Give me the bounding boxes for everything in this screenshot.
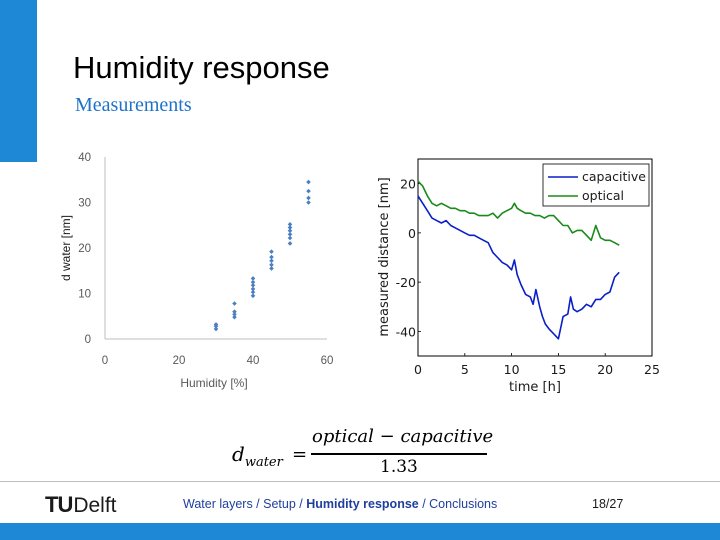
line-legend: capacitive optical <box>542 163 650 207</box>
scatter-y-label: d water [nm] <box>59 215 73 281</box>
breadcrumb-after: / Conclusions <box>418 497 498 511</box>
scatter-x-tick: 0 <box>102 355 108 367</box>
scatter-point <box>250 279 256 285</box>
footer-breadcrumb: Water layers / Setup / Humidity response… <box>183 497 497 511</box>
scatter-chart: 0 20 40 60 0 10 20 30 40 Humidity [%] d water [n… <box>59 152 333 390</box>
scatter-point <box>287 228 293 234</box>
legend-label-capacitive: capacitive <box>582 169 646 184</box>
line-x-tick: 5 <box>461 362 469 377</box>
tudelft-logo: TU Delft <box>45 490 117 518</box>
scatter-point <box>232 309 237 314</box>
scatter-y-tick: 30 <box>78 198 91 210</box>
line-x-tick: 0 <box>414 362 422 377</box>
scatter-point <box>269 262 274 268</box>
formula-equals: = <box>292 444 308 465</box>
scatter-y-tick: 0 <box>85 334 91 346</box>
scatter-point <box>232 314 237 320</box>
legend-label-optical: optical <box>582 188 624 203</box>
formula-fraction-bar <box>311 453 487 455</box>
line-tick-labels: 0 5 10 15 20 25 -40 -20 0 20 <box>396 177 660 377</box>
scatter-point <box>232 301 237 306</box>
formula-denominator: 1.33 <box>380 457 418 477</box>
scatter-point <box>306 195 311 201</box>
scatter-point <box>306 188 311 194</box>
scatter-x-label: Humidity [%] <box>180 376 247 390</box>
page-number: 18/27 <box>592 497 624 511</box>
formula-lhs-sub: water <box>244 455 283 470</box>
line-x-tick: 15 <box>550 362 566 377</box>
slide-title: Humidity response <box>73 50 330 85</box>
scatter-point <box>232 312 237 317</box>
breadcrumb-current: Humidity response <box>306 497 419 511</box>
line-chart: 0 5 10 15 20 25 -40 -20 0 20 time [h] measured di… <box>377 158 660 395</box>
scatter-point <box>250 293 256 299</box>
line-x-label: time [h] <box>509 380 561 395</box>
formula-numerator: optical − capacitive <box>312 426 494 447</box>
line-x-tick: 25 <box>644 362 660 377</box>
scatter-y-tick: 20 <box>78 243 91 255</box>
line-x-tick: 20 <box>597 362 613 377</box>
line-y-tick: 0 <box>408 226 416 241</box>
line-y-label: measured distance [nm] <box>377 177 392 336</box>
scatter-y-tick: 10 <box>78 289 91 301</box>
scatter-point <box>269 249 274 254</box>
logo-tu: TU <box>45 492 73 517</box>
scatter-point <box>287 225 293 230</box>
logo-delft: Delft <box>73 494 117 517</box>
scatter-y-tick: 40 <box>78 152 91 164</box>
line-y-tick: -40 <box>396 324 416 339</box>
line-y-tick: -20 <box>396 275 416 290</box>
scatter-points <box>213 179 311 332</box>
scatter-point <box>269 254 274 260</box>
accent-bar <box>0 0 37 162</box>
line-x-tick: 10 <box>504 362 520 377</box>
slide-subtitle: Measurements <box>75 94 192 116</box>
line-series-capacitive <box>417 195 620 340</box>
formula-lhs-main: d <box>232 442 245 466</box>
scatter-point <box>213 326 219 332</box>
scatter-point <box>269 258 274 264</box>
scatter-point <box>306 179 311 185</box>
formula-lhs: dwater <box>232 442 283 470</box>
scatter-point <box>250 276 256 281</box>
scatter-point <box>250 286 256 292</box>
line-series <box>417 180 620 340</box>
scatter-point <box>269 266 274 271</box>
scatter-point <box>287 232 293 237</box>
scatter-point <box>287 235 293 241</box>
scatter-point <box>287 241 293 246</box>
line-y-tick: 20 <box>400 177 416 192</box>
line-series-optical <box>417 180 620 246</box>
scatter-point <box>250 283 256 288</box>
scatter-point <box>213 322 219 327</box>
scatter-point <box>287 222 293 227</box>
scatter-point <box>250 289 256 295</box>
footer-divider <box>0 481 720 482</box>
bottom-accent-strip <box>0 523 720 540</box>
breadcrumb-before: Water layers / Setup / <box>183 497 307 511</box>
scatter-x-tick: 60 <box>321 355 334 367</box>
scatter-tick-labels: 0 20 40 60 0 10 20 30 40 <box>78 152 333 367</box>
scatter-x-tick: 20 <box>173 355 186 367</box>
scatter-point <box>306 200 311 205</box>
scatter-x-tick: 40 <box>247 355 260 367</box>
